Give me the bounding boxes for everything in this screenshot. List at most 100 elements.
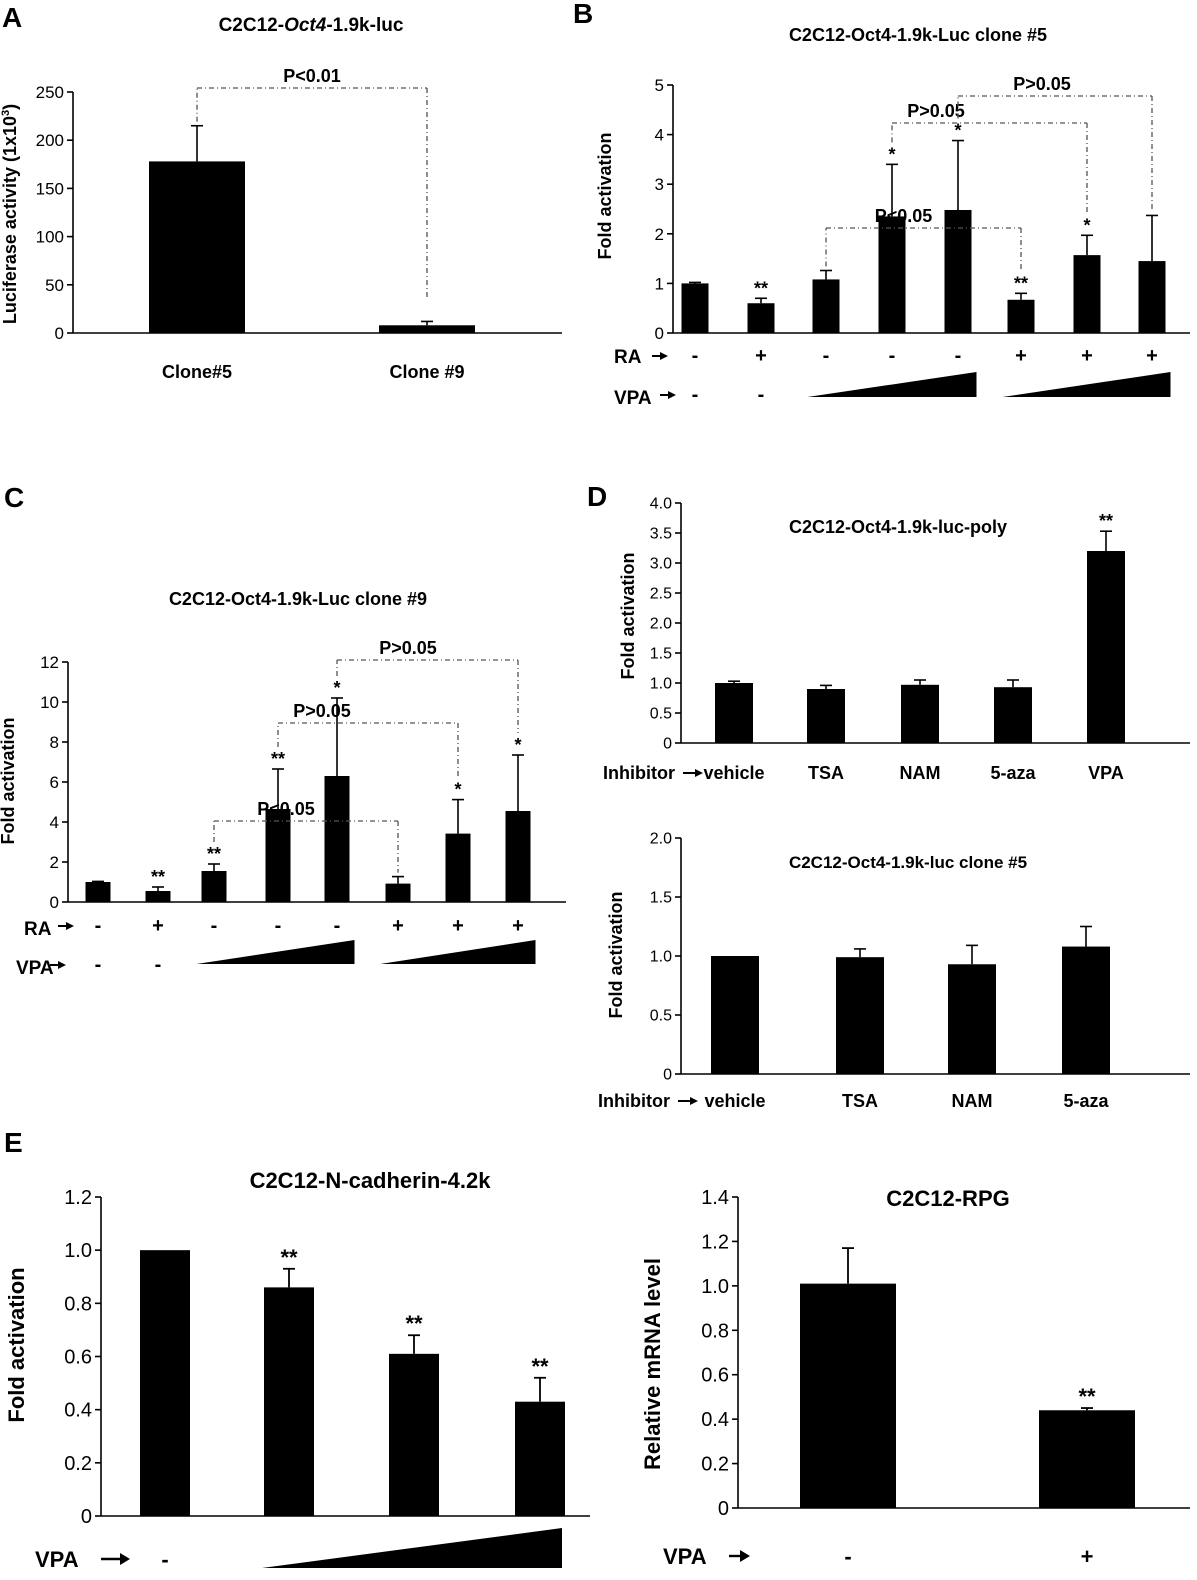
ra-condition: +: [1081, 345, 1093, 367]
chart-title: C2C12-Oct4-1.9k-Luc clone #5: [789, 25, 1047, 45]
chart-panel-a: C2C12-Oct4-1.9k-luc Luciferase activity …: [0, 15, 562, 382]
bar: [715, 683, 753, 743]
p-value-label: P<0.01: [283, 66, 341, 86]
ra-condition: -: [889, 345, 896, 367]
vpa-row-label: VPA: [16, 958, 54, 979]
significance-star: **: [280, 1245, 298, 1270]
y-tick-label: 1.5: [650, 646, 672, 663]
bar: [264, 1287, 314, 1516]
ra-condition: -: [275, 915, 282, 937]
bar: [1062, 946, 1110, 1074]
bar: [140, 1250, 190, 1516]
significance-star: *: [454, 780, 461, 800]
y-tick-label: 150: [36, 179, 64, 198]
chart-title: C2C12-Oct4-1.9k-luc-poly: [789, 517, 1007, 537]
significance-star: *: [888, 144, 895, 164]
bar: [1138, 261, 1166, 333]
p-value-label: P>0.05: [379, 638, 437, 658]
y-tick-label: 0.4: [64, 1400, 92, 1422]
significance-star: *: [514, 735, 521, 755]
ra-condition: +: [452, 915, 464, 937]
chart-panel-d-top: C2C12-Oct4-1.9k-luc-poly Fold activation…: [603, 496, 1190, 783]
arrow-head: [690, 1097, 698, 1105]
vpa-condition: -: [161, 1547, 168, 1572]
bar: [944, 209, 972, 333]
y-tick-label: 0.2: [64, 1453, 92, 1475]
bar: [747, 303, 775, 333]
significance-star: *: [1083, 215, 1090, 235]
vpa-dose-ramp: [380, 940, 536, 964]
chart-panel-c: C2C12-Oct4-1.9k-Luc clone #9 Fold activa…: [0, 589, 566, 979]
ra-condition: -: [955, 345, 962, 367]
vpa-condition: +: [1081, 1544, 1094, 1569]
panel-letter-a: A: [2, 2, 22, 33]
y-tick-label: 0.4: [701, 1409, 729, 1431]
p-value-label: P>0.05: [293, 701, 351, 721]
arrow-head: [660, 352, 668, 360]
y-tick-label: 1.0: [64, 1240, 92, 1262]
y-tick-label: 1.4: [701, 1187, 729, 1209]
p-value-label: P<0.05: [257, 799, 315, 819]
y-tick-label: 3.0: [650, 556, 672, 573]
y-tick-label: 2.0: [650, 616, 672, 633]
y-tick-label: 0: [663, 1067, 672, 1084]
y-tick-label: 5: [655, 76, 664, 95]
ra-condition: +: [1015, 345, 1027, 367]
y-tick-label: 1.5: [650, 890, 672, 907]
y-tick-label: 6: [50, 773, 59, 792]
y-tick-label: 2: [655, 225, 664, 244]
vpa-condition: -: [95, 954, 102, 976]
y-tick-label: 0.8: [701, 1320, 729, 1342]
chart-title: C2C12-N-cadherin-4.2k: [250, 1168, 492, 1193]
y-tick-label: 2.5: [650, 586, 672, 603]
panel-letter-d: D: [587, 481, 607, 512]
ra-condition: -: [823, 345, 830, 367]
y-axis-title: Fold activation: [4, 1267, 29, 1422]
bar: [878, 216, 906, 333]
y-tick-label: 10: [40, 693, 59, 712]
y-tick-label: 0: [55, 324, 64, 343]
y-axis-title: Relative mRNA level: [640, 1258, 665, 1470]
ra-condition: +: [1146, 345, 1158, 367]
bar: [1087, 551, 1125, 743]
category-label: TSA: [808, 763, 844, 783]
y-tick-label: 0: [50, 893, 59, 912]
bar: [1039, 1410, 1135, 1508]
significance-star: **: [1078, 1384, 1096, 1409]
y-tick-label: 0.6: [64, 1347, 92, 1369]
bar: [505, 811, 531, 902]
arrow-head: [120, 1553, 130, 1565]
y-tick-label: 0.6: [701, 1365, 729, 1387]
chart-marks: 0 0.2 0.4 0.6 0.8 1.0 1.2 ** ** ** -: [64, 1187, 590, 1572]
y-tick-label: 3.5: [650, 526, 672, 543]
bar: [948, 964, 996, 1074]
ra-condition: -: [95, 915, 102, 937]
vpa-dose-ramp: [262, 1528, 562, 1568]
chart-panel-b: C2C12-Oct4-1.9k-Luc clone #5 Fold activa…: [595, 25, 1190, 409]
category-label: Clone#5: [162, 362, 232, 382]
vpa-condition: -: [758, 384, 765, 406]
significance-star: **: [405, 1311, 423, 1336]
bar: [711, 956, 759, 1074]
category-label: vehicle: [703, 763, 764, 783]
y-tick-label: 1: [655, 274, 664, 293]
bar: [807, 689, 845, 743]
x-prefix-label: Inhibitor: [603, 763, 675, 783]
bar: [515, 1401, 565, 1516]
y-tick-label: 50: [45, 276, 64, 295]
bar: [681, 283, 709, 333]
panel-letter-c: C: [4, 482, 24, 513]
category-label: NAM: [952, 1091, 993, 1111]
significance-star: **: [271, 749, 285, 769]
y-tick-label: 1.0: [650, 949, 672, 966]
y-tick-label: 12: [40, 653, 59, 672]
chart-panel-e-left: C2C12-N-cadherin-4.2k Fold activation VP…: [4, 1168, 590, 1572]
chart-title: C2C12-Oct4-1.9k-luc clone #5: [789, 853, 1027, 872]
arrow-head: [668, 391, 676, 399]
vpa-condition: -: [155, 954, 162, 976]
y-tick-label: 250: [36, 83, 64, 102]
ra-condition: +: [152, 915, 164, 937]
y-axis-title: Fold activation: [595, 132, 615, 259]
